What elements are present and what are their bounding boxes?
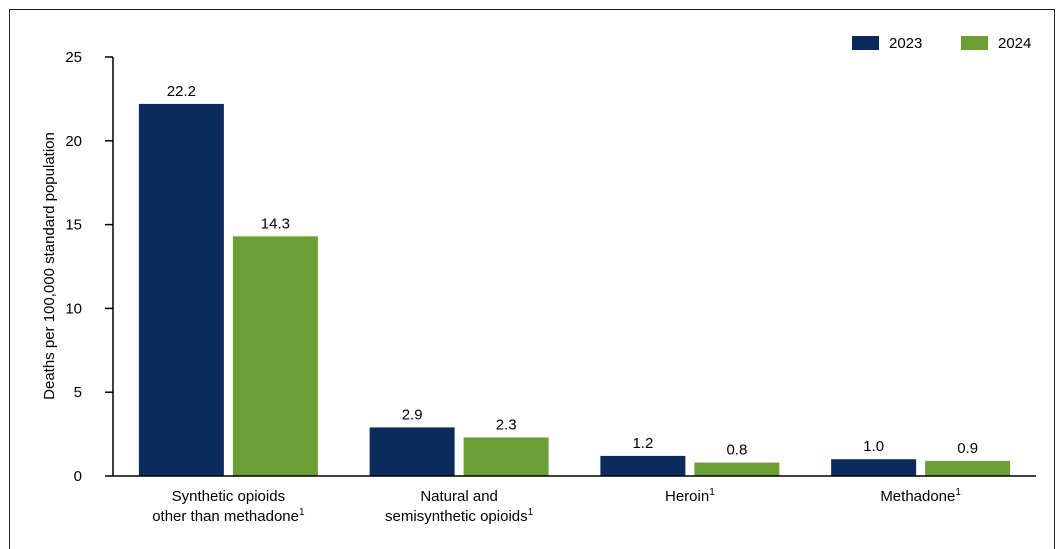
bar-value-label: 2.3: [496, 416, 517, 433]
y-tick-label: 0: [74, 468, 82, 485]
bar-2024-2: [694, 462, 780, 476]
bar-2023-1: [369, 427, 455, 476]
category-label: semisynthetic opioids1: [385, 507, 534, 525]
footnote-marker: 1: [299, 507, 305, 518]
category-label: other than methadone1: [152, 507, 305, 525]
bar-value-label: 2.9: [402, 406, 423, 423]
bars: 22.2 14.3 2.9 2.3 1.2 0.8 1.0 0.9: [138, 83, 1011, 476]
category-label: Natural and: [420, 488, 498, 505]
y-tick-label: 15: [65, 217, 82, 234]
y-tick-label: 20: [65, 133, 82, 150]
x-axis: Synthetic opioids other than methadone1 Na…: [113, 475, 1036, 525]
y-tick-label: 25: [65, 49, 82, 66]
y-axis-title: Deaths per 100,000 standard population: [41, 132, 58, 400]
legend: 2023 2024: [852, 35, 1031, 52]
category-label: Heroin1: [665, 487, 715, 505]
bar-2024-3: [925, 460, 1011, 476]
bar-2024-1: [463, 437, 549, 476]
bar-value-label: 0.9: [957, 440, 978, 457]
legend-swatch-2024: [961, 36, 988, 50]
bar-value-label: 22.2: [167, 83, 196, 100]
legend-label-2023: 2023: [889, 35, 922, 52]
bar-2023-2: [600, 455, 686, 476]
chart-frame: [9, 9, 1055, 549]
footnote-marker: 1: [709, 487, 715, 498]
bar-value-label: 0.8: [726, 442, 747, 459]
bar-value-label: 14.3: [261, 215, 290, 232]
footnote-marker: 1: [528, 507, 534, 518]
bar-2024-0: [232, 236, 318, 476]
footnote-marker: 1: [955, 487, 961, 498]
bar-2023-3: [831, 459, 917, 476]
legend-label-2024: 2024: [998, 35, 1031, 52]
bar-value-label: 1.0: [863, 438, 884, 455]
bar-2023-0: [138, 103, 224, 476]
bar-value-label: 1.2: [632, 435, 653, 452]
y-tick-label: 5: [74, 384, 82, 401]
legend-swatch-2023: [852, 36, 879, 50]
y-axis: 0 5 10 15 20 25: [65, 49, 114, 485]
category-label: Synthetic opioids: [172, 488, 285, 505]
category-label: Methadone1: [880, 487, 961, 505]
y-tick-label: 10: [65, 300, 82, 317]
